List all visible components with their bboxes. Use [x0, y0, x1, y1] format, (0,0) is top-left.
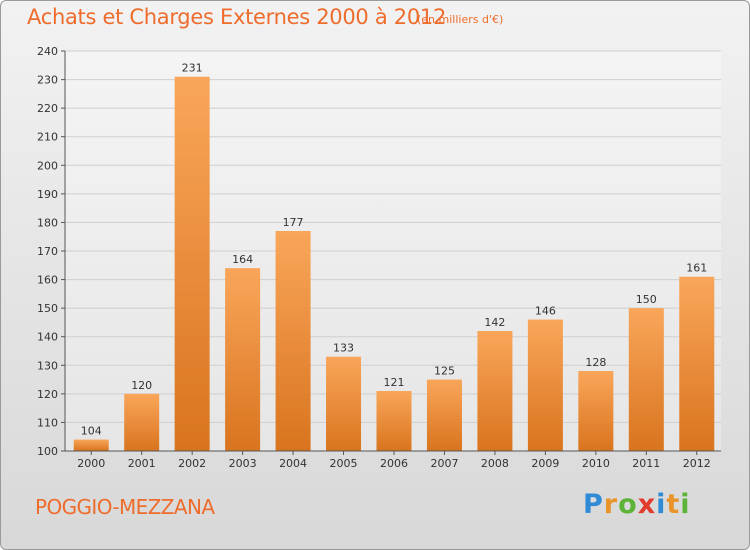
- value-label-2011: 150: [636, 293, 657, 306]
- logo-letter: t: [666, 489, 681, 520]
- x-tick-label-2009: 2009: [531, 457, 559, 470]
- y-tick-label: 130: [37, 359, 58, 372]
- y-tick-label: 150: [37, 302, 58, 315]
- bar-2009: [527, 319, 563, 451]
- value-label-2002: 231: [182, 62, 203, 75]
- bar-2010: [578, 371, 614, 451]
- value-label-2012: 161: [686, 262, 707, 275]
- value-label-2010: 128: [585, 356, 606, 369]
- bar-2006: [376, 391, 412, 451]
- y-tick-label: 160: [37, 274, 58, 287]
- x-tick-label-2012: 2012: [683, 457, 711, 470]
- logo-letter: x: [637, 489, 657, 520]
- bars: [73, 76, 715, 451]
- value-labels: 104 120 231 164 177 133 121 125 142 146 128 150 161: [81, 62, 708, 438]
- value-label-2000: 104: [81, 425, 102, 438]
- y-tick-label: 190: [37, 188, 58, 201]
- bar-2003: [225, 268, 261, 451]
- x-tick-label-2001: 2001: [128, 457, 156, 470]
- y-tick-label: 210: [37, 131, 58, 144]
- y-tick-label: 240: [37, 45, 58, 58]
- y-tick-label: 140: [37, 331, 58, 344]
- bar-2004: [275, 231, 311, 451]
- y-tick-label: 200: [37, 159, 58, 172]
- y-tick-label: 230: [37, 74, 58, 87]
- proxiti-logo: Proxiti: [583, 489, 691, 520]
- value-label-2001: 120: [131, 379, 152, 392]
- x-tick-label-2010: 2010: [582, 457, 610, 470]
- value-label-2003: 164: [232, 253, 253, 266]
- y-tick-label: 180: [37, 216, 58, 229]
- value-label-2009: 146: [535, 305, 556, 318]
- y-tick-label: 120: [37, 388, 58, 401]
- bar-2005: [326, 356, 362, 451]
- value-label-2007: 125: [434, 365, 455, 378]
- logo-letter: P: [583, 489, 604, 520]
- x-tick-label-2005: 2005: [330, 457, 358, 470]
- x-tick-label-2000: 2000: [77, 457, 105, 470]
- y-tick-label: 110: [37, 416, 58, 429]
- bar-2000: [73, 439, 109, 451]
- x-tick-label-2002: 2002: [178, 457, 206, 470]
- x-tick-label-2003: 2003: [229, 457, 257, 470]
- value-label-2006: 121: [384, 376, 405, 389]
- y-tick-label: 170: [37, 245, 58, 258]
- x-tick-label-2004: 2004: [279, 457, 307, 470]
- bar-2008: [477, 331, 513, 451]
- bar-2011: [628, 308, 664, 451]
- x-tick-label-2011: 2011: [632, 457, 660, 470]
- x-tick-label-2008: 2008: [481, 457, 509, 470]
- value-label-2008: 142: [484, 316, 505, 329]
- commune-name: POGGIO-MEZZANA: [35, 495, 215, 519]
- logo-letter: i: [680, 489, 691, 520]
- value-label-2004: 177: [283, 216, 304, 229]
- x-tick-label-2007: 2007: [430, 457, 458, 470]
- bar-2012: [679, 276, 715, 451]
- logo-letter: r: [603, 489, 619, 520]
- bar-2007: [426, 379, 462, 451]
- logo-letter: o: [618, 489, 638, 520]
- logo-letter: i: [656, 489, 667, 520]
- bar-2002: [174, 76, 210, 451]
- x-tick-label-2006: 2006: [380, 457, 408, 470]
- y-tick-label: 220: [37, 102, 58, 115]
- chart-subtitle: (en milliers d'€): [417, 13, 504, 26]
- chart-title: Achats et Charges Externes 2000 à 2012: [27, 5, 447, 29]
- y-tick-label: 100: [37, 445, 58, 458]
- axes: 100 110 120 130 140 150 160 170 180 190 200 210 220 2…: [37, 45, 721, 470]
- grid-lines: [65, 50, 721, 452]
- value-label-2005: 133: [333, 342, 354, 355]
- bar-2001: [124, 393, 160, 451]
